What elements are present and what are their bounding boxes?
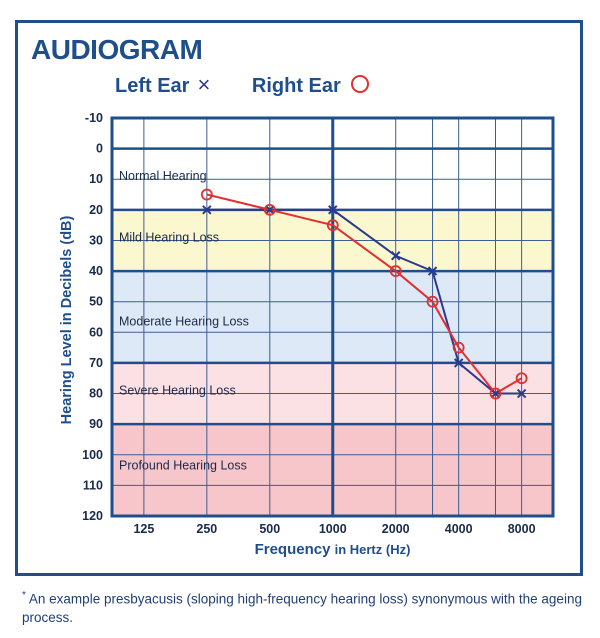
x-tick-label: 8000 — [508, 522, 536, 536]
left-ear-marker-stroke — [453, 358, 464, 368]
band-label-2: Moderate Hearing Loss — [119, 315, 249, 329]
right-ear-point — [515, 372, 528, 385]
y-tick-label: -10 — [85, 111, 103, 125]
left-ear-marker-stroke — [265, 205, 275, 215]
right-ear-point — [489, 387, 502, 400]
legend-right-ear-circle-icon — [350, 75, 369, 93]
x-tick-label: 500 — [259, 522, 280, 536]
band-label-3: Severe Hearing Loss — [119, 383, 236, 397]
right-ear-point — [326, 219, 339, 232]
left-ear-marker-stroke — [328, 205, 338, 215]
legend-right-ear: Right Ear — [252, 75, 369, 98]
y-tick-label: 10 — [89, 172, 103, 186]
y-tick-label: 90 — [89, 417, 103, 431]
y-tick-label: 30 — [89, 233, 103, 247]
y-tick-label: 0 — [96, 142, 103, 156]
legend-left-ear: Left Ear × — [115, 72, 210, 98]
y-tick-label: 20 — [89, 203, 103, 217]
legend: Left Ear × Right Ear — [115, 72, 405, 98]
right-ear-point — [452, 341, 465, 354]
legend-right-ear-label: Right Ear — [251, 75, 341, 97]
left-ear-marker-stroke — [516, 388, 527, 399]
y-tick-label: 120 — [82, 509, 103, 523]
y-tick-label: 50 — [89, 295, 103, 309]
right-ear-point — [389, 265, 402, 277]
x-tick-label: 2000 — [382, 522, 410, 536]
left-ear-point — [516, 388, 527, 399]
left-ear-point — [453, 358, 464, 368]
x-axis-title: Frequency in Hertz (Hz) — [255, 541, 411, 558]
y-tick-label: 60 — [89, 325, 103, 339]
band-label-1: Mild Hearing Loss — [119, 230, 219, 244]
band-label-4: Profound Hearing Loss — [119, 458, 247, 472]
left-ear-point — [202, 205, 212, 215]
chart-title: AUDIOGRAM — [31, 34, 203, 65]
left-ear-marker-stroke — [202, 205, 212, 215]
left-ear-point — [391, 251, 401, 261]
footnote-star: * — [22, 590, 26, 601]
footnote: * An example presbyacusis (sloping high-f… — [22, 587, 582, 627]
band-label-0: Normal Hearing — [119, 169, 207, 183]
left-ear-marker-stroke — [391, 251, 401, 261]
y-tick-label: 110 — [83, 478, 103, 492]
left-ear-point — [490, 388, 501, 399]
right-ear-point — [200, 188, 213, 201]
left-ear-point — [427, 266, 438, 276]
left-ear-point — [328, 205, 338, 215]
x-tick-label: 250 — [196, 522, 217, 536]
y-axis-title: Hearing Level in Decibels (dB) — [59, 215, 75, 424]
x-tick-label: 125 — [133, 522, 154, 536]
right-ear-point — [426, 295, 439, 308]
series-line-left-ear — [206, 208, 522, 395]
y-tick-label: 70 — [89, 356, 103, 370]
x-tick-label: 1000 — [319, 522, 347, 536]
left-ear-point — [265, 205, 275, 215]
left-ear-marker-stroke — [427, 266, 438, 276]
plot-border — [110, 116, 555, 518]
left-ear-marker-stroke — [490, 388, 501, 399]
footnote-text: An example presbyacusis (sloping high-fr… — [22, 591, 582, 625]
y-tick-label: 40 — [89, 264, 103, 278]
series-line-right-ear — [206, 193, 523, 395]
right-ear-point — [263, 203, 276, 216]
y-tick-label: 80 — [89, 387, 103, 401]
legend-left-ear-label: Left Ear — [115, 75, 190, 97]
legend-left-ear-x-icon: × — [197, 72, 211, 97]
x-tick-label: 4000 — [445, 522, 473, 536]
y-tick-label: 100 — [82, 448, 103, 462]
